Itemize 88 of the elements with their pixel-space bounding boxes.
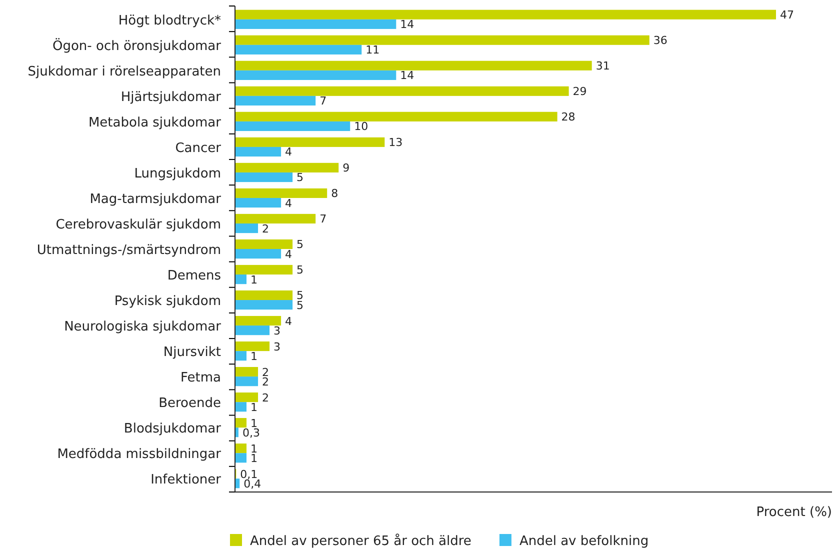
data-label: 36: [653, 34, 668, 48]
y-tick-label: Blodsjukdomar: [124, 422, 222, 437]
bar: [235, 376, 258, 386]
y-tick-label: Demens: [167, 268, 222, 284]
bar: [235, 10, 776, 20]
data-label: 0,3: [242, 426, 260, 440]
bar: [235, 86, 569, 96]
data-label: 5: [296, 264, 304, 277]
y-tick-label: Fetma: [180, 370, 221, 386]
bar: [235, 341, 270, 352]
bar: [235, 300, 293, 310]
y-tick-label: Psykisk sjukdom: [114, 294, 221, 310]
bar: [235, 453, 247, 463]
bar: [235, 137, 385, 147]
data-label: 1: [250, 350, 258, 363]
bar: [235, 239, 293, 249]
bar: [235, 418, 247, 428]
data-label: 10: [354, 120, 368, 134]
bar: [235, 70, 396, 80]
data-label: 9: [342, 162, 350, 175]
data-label: 5: [296, 238, 304, 252]
bar: [235, 392, 258, 402]
bar: [235, 223, 258, 234]
bar: [235, 316, 282, 326]
y-tick-label: Cerebrovaskulär sjukdom: [56, 217, 221, 232]
legend-label: Andel av befolkning: [519, 534, 649, 549]
y-tick-label: Infektioner: [150, 472, 222, 488]
data-label: 3: [274, 324, 281, 338]
bar: [235, 402, 247, 412]
y-tick-label: Utmattnings-/smärtsyndrom: [36, 243, 221, 258]
bar: [235, 198, 282, 208]
bar: [235, 35, 650, 45]
bar: [235, 264, 293, 275]
data-label: 31: [596, 60, 610, 73]
bar: [235, 249, 282, 259]
bar: [235, 19, 396, 29]
data-label: 2: [262, 391, 270, 404]
bar: [235, 444, 247, 454]
bar: [235, 290, 293, 300]
data-label: 4: [285, 196, 292, 210]
bar: [235, 214, 316, 224]
bar: [235, 172, 293, 182]
data-label: 2: [262, 222, 270, 236]
y-tick-label: Metabola sjukdomar: [88, 115, 222, 130]
y-tick-label: Högt blodtryck*: [118, 13, 222, 28]
data-label: 1: [250, 400, 258, 414]
y-tick-label: Sjukdomar i rörelseapparaten: [28, 64, 221, 80]
data-label: 47: [780, 8, 794, 22]
data-label: 5: [296, 171, 304, 184]
data-label: 7: [320, 212, 327, 226]
legend-label: Andel av personer 65 år och äldre: [250, 533, 472, 549]
data-label: 7: [320, 94, 327, 108]
data-label: 11: [366, 44, 380, 57]
y-tick-label: Hjärtsjukdomar: [120, 90, 222, 105]
data-label: 3: [274, 340, 281, 354]
data-label: 28: [561, 110, 576, 124]
bar: [235, 146, 282, 157]
bar: [235, 274, 247, 284]
data-label: 4: [285, 146, 292, 159]
data-label: 4: [285, 314, 292, 328]
data-label: 0,1: [240, 468, 258, 481]
y-tick-label: Mag-tarmsjukdomar: [90, 192, 222, 207]
x-axis-title: Procent (%): [756, 505, 832, 520]
y-tick-label: Neurologiska sjukdomar: [64, 320, 222, 335]
bar: [235, 326, 270, 336]
data-label: 13: [388, 136, 403, 150]
data-label: 1: [250, 273, 258, 286]
bar: [235, 121, 350, 132]
y-tick-label: Cancer: [175, 140, 222, 156]
data-label: 4: [285, 248, 292, 261]
bar: [235, 96, 316, 106]
y-tick-label: Ögon- och öronsjukdomar: [52, 38, 222, 54]
data-label: 29: [572, 85, 587, 98]
bar: [235, 112, 558, 122]
y-tick-label: Lungsjukdom: [134, 166, 221, 182]
y-tick-label: Beroende: [158, 396, 221, 412]
data-label: 14: [400, 18, 414, 32]
data-label: 14: [400, 69, 414, 82]
bar: [235, 162, 339, 172]
data-label: 8: [331, 187, 338, 200]
bar: [235, 44, 362, 54]
bar: [235, 188, 328, 198]
bar: [235, 366, 258, 377]
data-label: 2: [262, 375, 270, 388]
bar: [235, 351, 247, 361]
y-tick-label: Medfödda missbildningar: [57, 447, 222, 462]
y-tick-label: Njursvikt: [163, 345, 221, 360]
bar: [235, 60, 592, 70]
